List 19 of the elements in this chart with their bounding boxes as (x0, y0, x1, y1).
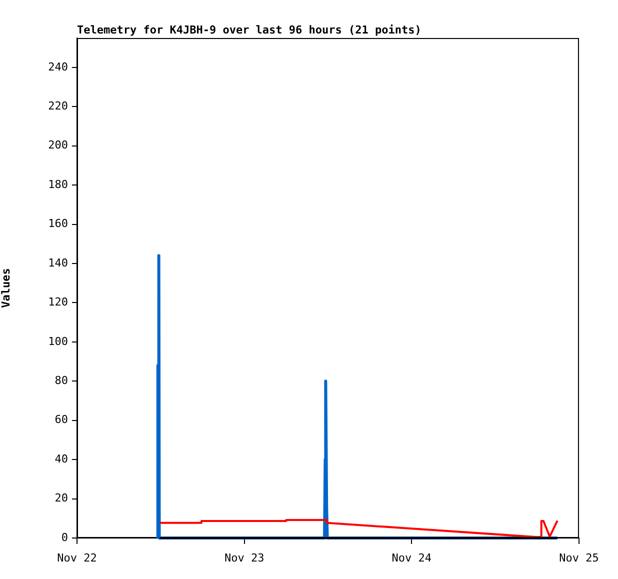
y-tick-label: 80 (54, 374, 68, 387)
chart-title: Telemetry for K4JBH-9 over last 96 hours (21 points) (77, 23, 422, 36)
y-tick-label: 60 (54, 413, 68, 426)
y-tick-label: 40 (54, 452, 68, 466)
y-tick-label: 20 (54, 492, 68, 505)
y-tick-label: 220 (48, 99, 68, 112)
y-tick-label: 180 (48, 178, 68, 191)
y-axis-title: Values (0, 268, 12, 308)
x-tick-label: Nov 22 (57, 551, 97, 564)
y-tick-label: 120 (48, 296, 68, 309)
y-tick-label: 240 (48, 60, 68, 74)
x-tick-label: Nov 23 (224, 551, 264, 564)
x-tick-label: Nov 25 (559, 551, 599, 564)
y-tick-label: 200 (48, 138, 68, 152)
y-tick-label: 0 (61, 530, 68, 544)
y-tick-label: 140 (48, 256, 68, 270)
y-tick-label: 100 (48, 334, 68, 348)
x-tick-label: Nov 24 (392, 551, 432, 564)
y-tick-label: 160 (48, 217, 68, 230)
